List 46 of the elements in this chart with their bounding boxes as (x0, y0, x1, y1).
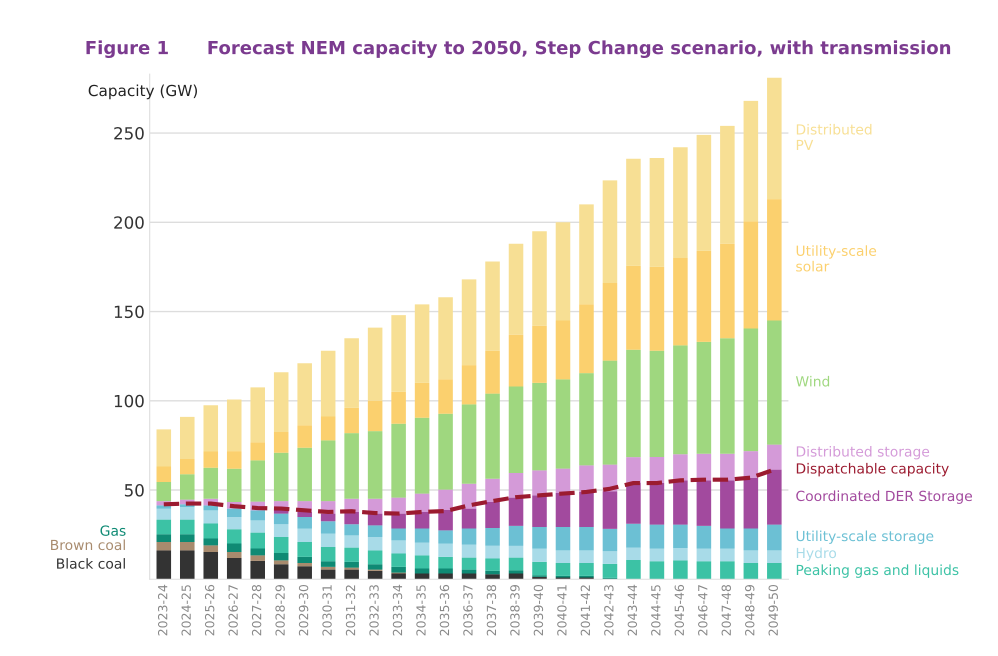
x-tick-label: 2048-49 (745, 584, 754, 636)
x-tick-label: 2047-48 (722, 584, 731, 636)
series-label: Distributed PV (796, 124, 872, 150)
x-tick-label: 2044-45 (651, 585, 661, 636)
x-tick-label: 2024-25 (181, 585, 191, 636)
text: Gas (100, 525, 126, 536)
x-tick-label: 2035-36 (440, 584, 450, 636)
x-tick-label: 2026-27 (228, 585, 238, 636)
chart-title: Figure 1 Forecast NEM capacity to 2050, Step Change scenario, with transmission (86, 40, 950, 58)
x-tick-label: 2023-24 (158, 584, 168, 636)
y-tick-label: 100 (114, 394, 144, 408)
text: Black coal (57, 558, 125, 569)
x-tick-label: 2033-34 (392, 584, 402, 636)
y-tick-label: 200 (114, 216, 144, 229)
y-tick-label: 250 (114, 126, 144, 140)
series-label: Utility-scale solar (796, 245, 876, 272)
x-tick-label: 2029-30 (298, 584, 308, 636)
x-tick-label: 2025-26 (204, 584, 214, 636)
text: Brown coal (51, 539, 125, 550)
x-tick-label: 2036-37 (463, 585, 473, 636)
x-tick-label: 2049-50 (768, 584, 778, 636)
series-label: Wind (796, 376, 830, 387)
x-tick-label: 2028-29 (275, 584, 285, 636)
x-tick-label: 2045-46 (674, 584, 684, 636)
x-tick-label: 2040-41 (557, 585, 567, 636)
x-tick-label: 2027-28 (252, 584, 262, 636)
x-tick-label: 2037-38 (486, 584, 496, 636)
x-tick-label: 2041-42 (580, 585, 590, 636)
x-tick-label: 2034-35 (416, 585, 426, 636)
x-tick-label: 2032-33 (369, 585, 379, 636)
series-label: Peaking gas and liquids (796, 564, 958, 578)
y-tick-label: 50 (124, 484, 144, 497)
series-label: Dispatchable capacity (796, 462, 949, 476)
x-tick-label: 2030-31 (322, 585, 332, 636)
x-tick-label: 2039-40 (534, 584, 544, 636)
x-tick-label: 2038-39 (510, 584, 520, 636)
series-label: Hydro (796, 547, 836, 561)
x-tick-label: 2031-32 (346, 585, 356, 636)
y-axis-title: Capacity (GW) (88, 84, 197, 100)
series-label: Utility-scale storage (796, 530, 934, 544)
series-label: Distributed storage (796, 446, 930, 460)
x-tick-label: 2042-43 (604, 585, 614, 636)
x-tick-label: 2046-47 (698, 585, 708, 636)
x-tick-label: 2043-44 (628, 584, 638, 636)
y-tick-label: 150 (114, 305, 144, 318)
series-label: Coordinated DER Storage (796, 490, 972, 504)
